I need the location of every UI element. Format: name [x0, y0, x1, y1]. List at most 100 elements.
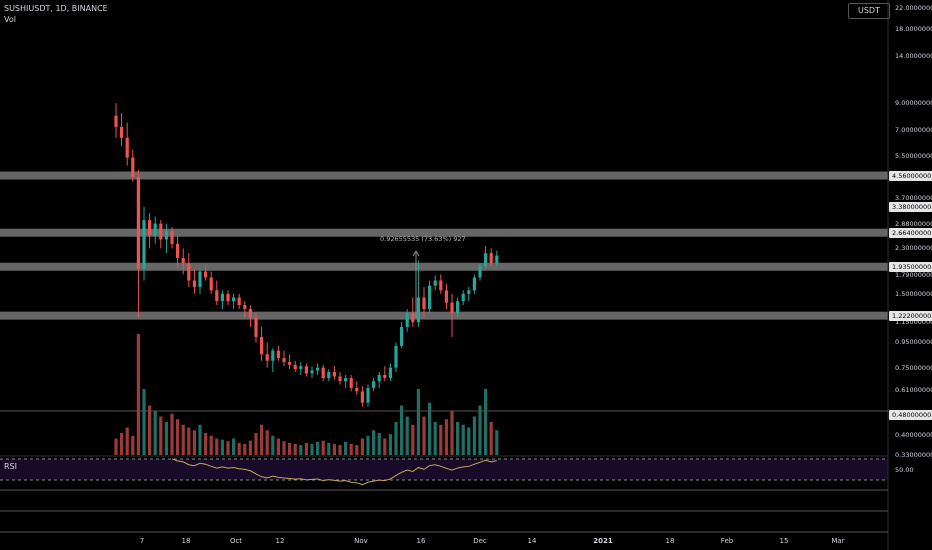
time-axis-label: 14 [527, 537, 537, 545]
volume-bar [383, 438, 387, 455]
volume-bar [243, 444, 247, 455]
candle-body [433, 280, 437, 286]
candle-body [265, 354, 269, 361]
candle-body [472, 277, 476, 291]
candle-body [388, 367, 392, 379]
candle-body [136, 176, 140, 269]
volume-bars [114, 334, 499, 455]
volume-bar [265, 430, 269, 455]
time-axis-label: 16 [416, 537, 426, 545]
volume-bar [170, 413, 174, 455]
volume-bar [282, 441, 286, 455]
price-level-tag: 0.48000000 [889, 410, 932, 421]
volume-label: Vol [4, 15, 16, 24]
price-axis-label: 0.95000000 [895, 338, 932, 347]
volume-bar [187, 427, 191, 455]
candle-body [416, 297, 420, 323]
candle-body [405, 313, 409, 327]
time-axis-label: Dec [473, 537, 487, 545]
volume-bar [204, 433, 208, 455]
candle-body [243, 305, 247, 310]
volume-bar [226, 441, 230, 455]
price-axis-label: 1.79000000 [895, 271, 932, 280]
volume-bar [136, 334, 140, 455]
volume-bar [192, 430, 196, 455]
price-axis-label: 0.40000000 [895, 430, 932, 439]
candle-body [327, 371, 331, 379]
volume-bar [125, 427, 129, 455]
volume-bar [131, 435, 135, 455]
volume-bar [360, 438, 364, 455]
time-axis-label: Feb [720, 537, 734, 545]
volume-bar [120, 433, 124, 455]
volume-bar [484, 389, 488, 455]
candle-body [304, 366, 308, 374]
candle-body [271, 350, 275, 361]
time-axis-label: 12 [275, 537, 285, 545]
volume-bar [405, 416, 409, 455]
candle-body [439, 280, 443, 291]
candle-body [215, 290, 219, 302]
price-axis-label: 5.50000000 [895, 151, 932, 160]
time-axis-label: Nov [354, 537, 368, 545]
volume-bar [321, 440, 325, 455]
candle-body [220, 293, 224, 302]
volume-bar [332, 444, 336, 455]
candle-body [360, 391, 364, 403]
candle-body [254, 317, 258, 337]
candle-body [444, 290, 448, 303]
candle-body [456, 301, 460, 314]
candle-body [125, 137, 129, 158]
volume-bar [327, 442, 331, 455]
price-axis-label: 1.15000000 [895, 318, 932, 327]
volume-bar [411, 424, 415, 455]
volume-bar [366, 435, 370, 455]
time-axis-label: 18 [665, 537, 675, 545]
rsi-label: RSI [4, 462, 17, 471]
rsi-value-label: 50.00 [895, 466, 914, 474]
zone-band-3 [0, 311, 888, 320]
price-axis-label: 7.00000000 [895, 125, 932, 134]
time-axis-label: 7 [139, 537, 145, 545]
candle-body [310, 370, 314, 374]
zone-band-0 [0, 171, 888, 180]
candle-body [288, 362, 292, 365]
candle-body [131, 157, 135, 177]
measure-label: 0.92655535 (73.63%) 927 [380, 235, 466, 243]
candle-body [332, 371, 336, 377]
rsi-pane [0, 458, 888, 486]
candle-body [377, 374, 381, 382]
candle-body [204, 271, 208, 278]
candle-body [209, 277, 213, 291]
candle-body [484, 253, 488, 266]
candle-body [422, 297, 426, 310]
currency-badge[interactable]: USDT [848, 3, 890, 19]
price-candles [114, 103, 499, 407]
time-axis-label: Oct [229, 537, 243, 545]
candle-body [114, 115, 118, 127]
candle-body [142, 220, 146, 269]
volume-bar [248, 440, 252, 455]
pane-separators [0, 0, 889, 550]
candle-body [181, 258, 185, 264]
volume-bar [181, 424, 185, 455]
volume-bar [142, 389, 146, 455]
candle-body [355, 387, 359, 392]
candle-body [467, 290, 471, 294]
candle-body [316, 367, 320, 371]
time-axis-label: 2021 [593, 537, 613, 545]
volume-bar [288, 442, 292, 455]
candle-body [495, 255, 499, 264]
volume-bar [176, 419, 180, 455]
candle-body [176, 243, 180, 259]
volume-bar [310, 444, 314, 455]
volume-bar [478, 405, 482, 455]
candle-body [383, 374, 387, 379]
volume-bar [467, 427, 471, 455]
volume-bar [472, 416, 476, 455]
time-axis-label: 15 [779, 537, 789, 545]
candle-body [237, 297, 241, 306]
candle-body [192, 280, 196, 287]
volume-bar [416, 389, 420, 455]
